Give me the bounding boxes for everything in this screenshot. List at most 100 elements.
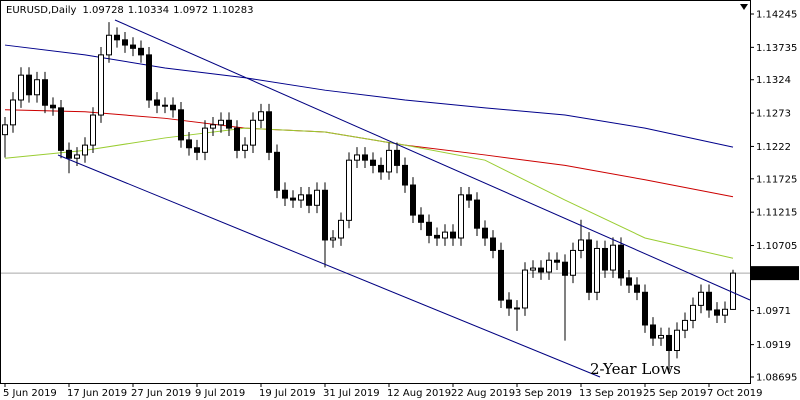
candle-body — [514, 307, 520, 310]
candle-body — [546, 259, 552, 273]
header-open: 1.09728 — [82, 5, 123, 16]
x-tick-label: 7 Oct 2019 — [707, 388, 762, 399]
x-tick-label: 22 Aug 2019 — [451, 388, 515, 399]
trend-line — [114, 19, 751, 301]
candle-body — [170, 104, 176, 111]
candle-body — [234, 127, 240, 151]
candle-body — [122, 39, 128, 46]
candle-body — [650, 324, 656, 339]
y-tick-label: 1.1273 — [756, 109, 791, 120]
candle-body — [458, 194, 464, 239]
candle-body — [218, 119, 224, 126]
candle-body — [282, 189, 288, 199]
candle-body — [50, 104, 56, 109]
candle-body — [426, 221, 432, 236]
moving-average — [4, 127, 734, 259]
candle-body — [570, 249, 576, 276]
plot-area — [0, 22, 750, 371]
candle-body — [706, 291, 712, 311]
y-tick-label: 1.0971 — [756, 306, 791, 317]
candle-body — [410, 184, 416, 216]
x-tick-label: 31 Jul 2019 — [323, 388, 380, 399]
chart-header: EURUSD,Daily 1.09728 1.10334 1.0972 1.10283 — [6, 5, 254, 16]
candle-body — [690, 304, 696, 321]
moving-average — [4, 44, 734, 148]
candle-body — [178, 109, 184, 141]
panel-icon — [740, 4, 748, 10]
candle-body — [354, 154, 360, 161]
candle-body — [258, 111, 264, 121]
candle-body — [18, 74, 24, 101]
candle-body — [618, 244, 624, 279]
candle-body — [42, 79, 48, 106]
candle-body — [442, 231, 448, 239]
candle-body — [538, 267, 544, 273]
candle-body — [658, 334, 664, 339]
candle-body — [378, 164, 384, 173]
candle-body — [250, 119, 256, 146]
candle-body — [466, 194, 472, 201]
candle-body — [666, 334, 672, 351]
candle-body — [82, 144, 88, 156]
candle-body — [722, 308, 728, 316]
candle-body — [642, 291, 648, 326]
candle-body — [698, 291, 704, 306]
candle-body — [186, 139, 192, 149]
candle-body — [434, 234, 440, 239]
candle-body — [562, 261, 568, 276]
y-tick-label: 1.1324 — [756, 75, 791, 86]
candle-body — [114, 34, 120, 41]
candle-body — [474, 199, 480, 229]
candle-body — [506, 299, 512, 309]
y-tick-label: 1.14245 — [756, 9, 797, 20]
candle-body — [714, 309, 720, 316]
candle-body — [130, 44, 136, 49]
candle-body — [34, 79, 40, 96]
y-tick-label: 1.08695 — [756, 372, 797, 383]
candle-body — [578, 239, 584, 251]
price-label-box — [751, 266, 799, 281]
candle-body — [314, 189, 320, 206]
x-tick-label: 3 Sep 2019 — [515, 388, 572, 399]
x-tick-label: 5 Jun 2019 — [3, 388, 57, 399]
y-tick-label: 1.13735 — [756, 43, 797, 54]
symbol: EURUSD,Daily — [6, 5, 77, 16]
x-tick-label: 12 Aug 2019 — [387, 388, 451, 399]
candle-body — [138, 47, 144, 56]
x-tick-label: 13 Sep 2019 — [579, 388, 642, 399]
candle-body — [242, 144, 248, 151]
candle-body — [162, 104, 168, 107]
candle-body — [594, 247, 600, 293]
candle-body — [402, 164, 408, 186]
candle-body — [106, 34, 112, 56]
candle-body — [418, 214, 424, 223]
candle-body — [554, 259, 560, 263]
price-label: 1.10283 — [754, 269, 795, 280]
candle-body — [330, 237, 336, 241]
candle-body — [66, 149, 72, 159]
annotation: 2-Year Lows — [590, 360, 681, 378]
header-close: 1.10283 — [212, 5, 253, 16]
candle-body — [626, 277, 632, 286]
candle-body — [74, 154, 80, 159]
candle-body — [610, 244, 616, 271]
candle-body — [290, 197, 296, 201]
candle-body — [498, 249, 504, 301]
plot-frame — [0, 0, 751, 384]
candle-body — [530, 267, 536, 271]
candle-body — [338, 219, 344, 239]
candle-body — [674, 329, 680, 351]
candle-body — [362, 154, 368, 161]
candle-body — [522, 269, 528, 309]
candle-body — [26, 74, 32, 96]
x-tick-label: 25 Sep 2019 — [643, 388, 706, 399]
candle-body — [370, 159, 376, 166]
y-tick-label: 1.11725 — [756, 174, 797, 185]
candle-body — [682, 319, 688, 331]
candle-body — [394, 149, 400, 166]
candle-body — [602, 247, 608, 271]
candle-body — [298, 194, 304, 201]
y-tick-label: 1.11215 — [756, 208, 797, 219]
